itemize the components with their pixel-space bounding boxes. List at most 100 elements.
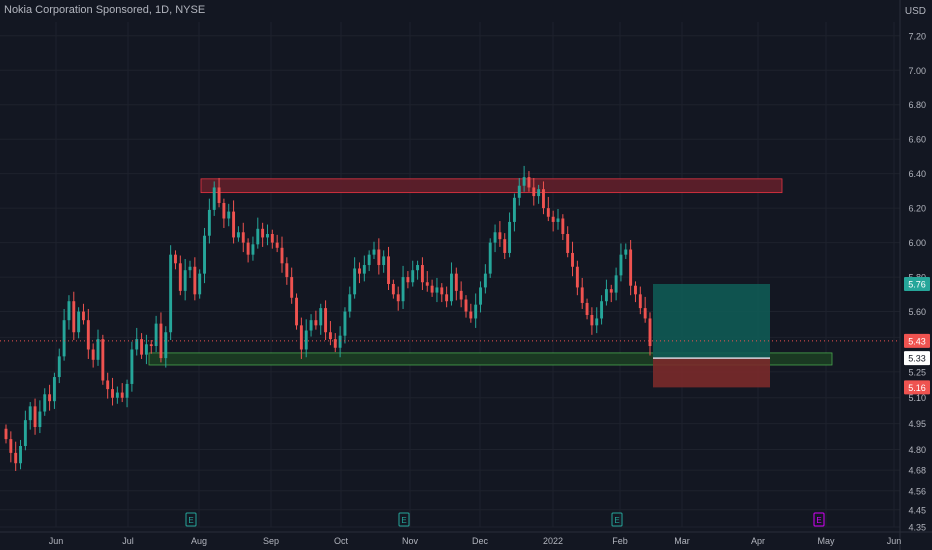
y-tick-label: 5.60 [908,307,926,317]
candle-body [28,406,32,421]
stop-price-label: 5.16 [908,383,926,393]
candle-body [556,218,560,222]
candle-body [14,452,18,464]
candle-body [328,332,332,340]
candle-body [445,294,449,302]
candle-body [546,208,550,217]
candle-body [585,302,589,316]
candle-body [367,254,371,266]
candle-body [72,301,76,333]
candle-body [643,308,647,319]
candle-body [23,420,27,446]
candle-body [372,249,376,255]
y-tick-label: 5.10 [908,393,926,403]
candle-body [566,233,570,253]
candle-body [169,254,173,333]
candle-body [638,294,642,309]
candle-body [537,189,541,197]
candle-body [488,242,492,274]
candle-body [435,287,439,293]
candle-body [464,299,468,312]
candle-body [459,290,463,300]
candle-body [120,392,124,398]
x-tick-label: Jun [887,536,902,546]
candle-body [629,249,633,286]
candle-body [542,189,545,209]
candle-body [551,216,555,222]
candle-body [348,294,352,312]
candle-body [207,209,211,236]
y-tick-label: 7.20 [908,31,926,41]
candle-body [309,320,313,331]
candle-body [420,265,424,283]
earnings-marker [611,512,623,527]
candle-body [43,394,47,412]
candle-body [532,187,536,197]
candle-body [270,233,274,243]
candle-body [62,320,66,357]
x-tick-label: Apr [751,536,765,546]
candle-body [67,301,71,321]
candle-body [144,344,148,355]
candle-body [290,277,294,298]
candle-body [193,266,197,295]
candle-body [590,315,594,326]
candle-body [406,277,410,283]
candle-body [140,339,144,355]
last-price-label-bg [904,333,930,348]
candle-body [266,233,269,238]
candle-body [178,263,182,291]
candle-body [430,285,434,293]
candle-body [396,294,400,302]
candle-body [595,318,599,326]
candle-body [101,339,105,381]
target-price-label: 5.76 [908,279,926,289]
candle-body [508,221,512,253]
earnings-marker-label: E [188,516,193,525]
x-tick-label: Dec [472,536,489,546]
candle-body [561,218,565,234]
target-price-label-bg [904,276,930,291]
x-tick-label: Nov [402,536,419,546]
candle-body [571,252,574,267]
candle-body [353,268,357,295]
x-tick-label: May [817,536,835,546]
candle-body [333,339,337,348]
candle-body [362,265,366,274]
earnings-marker-label: E [401,516,406,525]
candle-body [48,394,52,402]
x-tick-label: Oct [334,536,349,546]
y-tick-label: 4.68 [908,466,926,476]
candle-body [33,406,37,428]
candle-body [125,383,129,398]
candle-body [634,285,637,295]
y-tick-label: 5.25 [908,367,926,377]
y-tick-label: 6.40 [908,169,926,179]
earnings-marker-label: E [614,516,619,525]
stop-price-label-bg [904,380,930,395]
candle-body [38,411,42,428]
candle-body [401,277,405,302]
y-tick-label: 4.95 [908,419,926,429]
candle-body [232,211,236,238]
candle-body [227,211,231,219]
candle-body [9,439,13,453]
position-loss-zone [653,358,770,388]
candle-body [251,244,255,255]
candle-body [217,187,221,203]
y-tick-label: 4.56 [908,486,926,496]
candle-body [609,289,613,293]
candle-body [77,311,81,333]
candle-body [198,273,202,295]
candle-body [299,325,303,350]
candle-body [86,320,90,350]
candle-body [188,266,192,271]
candle-body [648,318,652,347]
candle-body [454,273,458,291]
y-tick-label: 4.80 [908,445,926,455]
candle-body [183,270,187,291]
candle-body [517,185,521,198]
candle-body [614,275,618,293]
